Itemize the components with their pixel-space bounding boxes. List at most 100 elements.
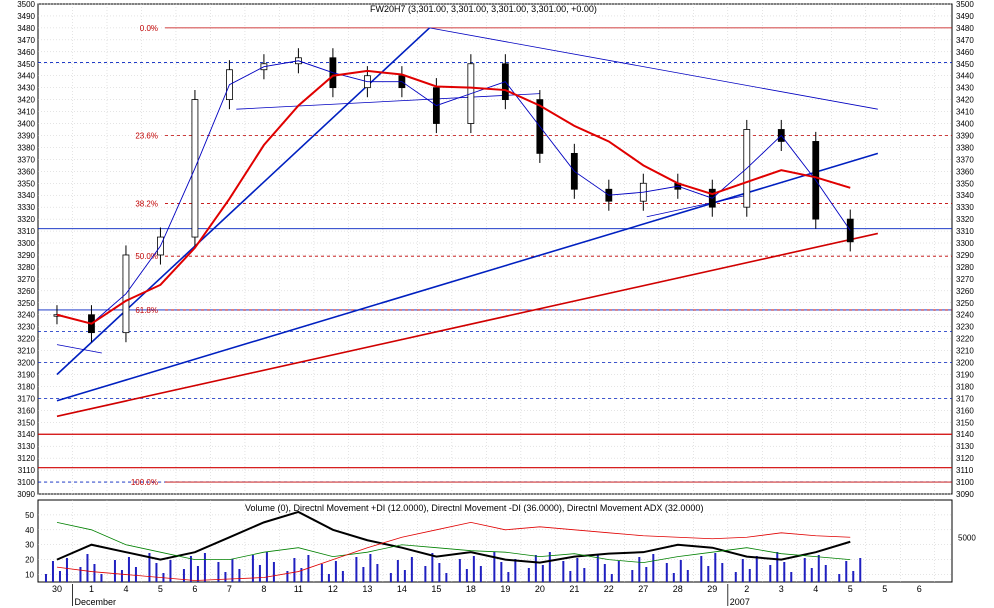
- indicator-series-adx: [56, 510, 851, 564]
- volume-bar: [224, 572, 227, 582]
- volume-bar: [838, 574, 841, 582]
- slow-moving-average: [56, 69, 851, 325]
- volume-bar: [852, 571, 855, 582]
- volume-bar: [300, 568, 303, 582]
- price-tick-label-right: 3140: [956, 430, 974, 439]
- price-tick-label-right: 3470: [956, 36, 974, 45]
- volume-bar: [465, 569, 468, 582]
- x-tick-label-day: 15: [431, 584, 441, 594]
- volume-bar: [320, 564, 323, 582]
- x-tick-label-day: 18: [466, 584, 476, 594]
- fibonacci-label: 0.0%: [140, 24, 158, 33]
- volume-bar: [169, 560, 172, 582]
- x-tick-label-day: 21: [569, 584, 579, 594]
- price-tick-label-left: 3430: [17, 84, 35, 93]
- indicator-series-di: [56, 521, 851, 564]
- volume-bar: [127, 557, 130, 582]
- price-tick-label-right: 3090: [956, 490, 974, 499]
- indicator-tick-label: 10: [25, 571, 34, 580]
- trend-line: [429, 27, 878, 110]
- volume-bar: [396, 560, 399, 582]
- volume-bar: [652, 554, 655, 582]
- price-tick-label-left: 3250: [17, 299, 35, 308]
- price-tick-label-right: 3280: [956, 263, 974, 272]
- indicator-panel: 10 20 30 40 50 5000: [25, 499, 976, 583]
- volume-bar: [376, 564, 379, 582]
- x-tick-label-day: 1: [89, 584, 94, 594]
- price-tick-label-left: 3450: [17, 60, 35, 69]
- volume-bar: [679, 560, 682, 582]
- volume-bar: [369, 554, 372, 582]
- price-tick-label-right: 3350: [956, 179, 974, 188]
- trend-line: [56, 232, 879, 418]
- price-tick-label-left: 3290: [17, 251, 35, 260]
- price-tick-label-left: 3300: [17, 239, 35, 248]
- x-tick-label-day: 27: [638, 584, 648, 594]
- price-tick-label-right: 3270: [956, 275, 974, 284]
- price-tick-label-left: 3420: [17, 96, 35, 105]
- indicator-tick-label: 40: [25, 526, 34, 535]
- price-tick-label-left: 3440: [17, 72, 35, 81]
- price-tick-label-left: 3160: [17, 406, 35, 415]
- volume-bar: [182, 569, 185, 582]
- price-tick-label-left: 3370: [17, 155, 35, 164]
- price-tick-label-right: 3180: [956, 382, 974, 391]
- price-tick-label-left: 3240: [17, 311, 35, 320]
- volume-bar: [783, 562, 786, 582]
- x-tick-label-day: 7: [227, 584, 232, 594]
- x-tick-label-day: 5: [882, 584, 887, 594]
- x-tick-label-day: 11: [294, 584, 303, 594]
- volume-bar: [610, 574, 613, 582]
- price-tick-label-right: 3410: [956, 108, 974, 117]
- volume-bar: [258, 565, 261, 582]
- price-tick-label-left: 3220: [17, 335, 35, 344]
- volume-bar: [472, 556, 475, 582]
- volume-bar: [403, 570, 406, 582]
- x-tick-label-day: 14: [397, 584, 407, 594]
- volume-bar: [231, 559, 234, 582]
- fibonacci-label: 38.2%: [135, 200, 158, 209]
- price-tick-label-left: 3490: [17, 12, 35, 21]
- volume-tick-label: 5000: [958, 533, 976, 542]
- x-tick-label-day: 22: [604, 584, 614, 594]
- price-tick-label-right: 3480: [956, 24, 974, 33]
- volume-bar: [790, 572, 793, 582]
- volume-bar: [134, 567, 137, 582]
- price-tick-label-left: 3130: [17, 442, 35, 451]
- price-plot-frame: [37, 3, 953, 495]
- price-tick-label-right: 3310: [956, 227, 974, 236]
- x-tick-label-day: 28: [673, 584, 683, 594]
- volume-bar: [824, 565, 827, 582]
- volume-bar: [362, 567, 365, 582]
- volume-bar: [203, 553, 206, 582]
- price-tick-label-left: 3230: [17, 323, 35, 332]
- price-tick-label-right: 3420: [956, 96, 974, 105]
- x-tick-label-day: 13: [362, 584, 372, 594]
- price-tick-label-right: 3260: [956, 287, 974, 296]
- price-tick-label-left: 3260: [17, 287, 35, 296]
- volume-bar: [327, 574, 330, 582]
- x-tick-label-day: 29: [707, 584, 717, 594]
- price-tick-label-right: 3250: [956, 299, 974, 308]
- volume-bar: [265, 552, 268, 582]
- volume-bar: [93, 564, 96, 582]
- price-tick-label-left: 3410: [17, 108, 35, 117]
- price-tick-label-left: 3180: [17, 382, 35, 391]
- volume-bar: [286, 571, 289, 582]
- price-tick-label-right: 3450: [956, 60, 974, 69]
- price-tick-label-left: 3360: [17, 167, 35, 176]
- fibonacci-label: 23.6%: [135, 131, 158, 140]
- price-tick-label-right: 3130: [956, 442, 974, 451]
- price-tick-label-left: 3090: [17, 490, 35, 499]
- volume-bar: [86, 554, 89, 582]
- price-tick-label-left: 3270: [17, 275, 35, 284]
- x-tick-label-day: 4: [123, 584, 128, 594]
- volume-bar: [113, 560, 116, 582]
- volume-bar: [527, 568, 530, 582]
- indicator-tick-label: 30: [25, 541, 34, 550]
- price-tick-label-right: 3210: [956, 347, 974, 356]
- x-tick-label-day: 20: [535, 584, 545, 594]
- fast-moving-average: [56, 60, 851, 325]
- volume-bar: [355, 557, 358, 582]
- price-tick-label-right: 3300: [956, 239, 974, 248]
